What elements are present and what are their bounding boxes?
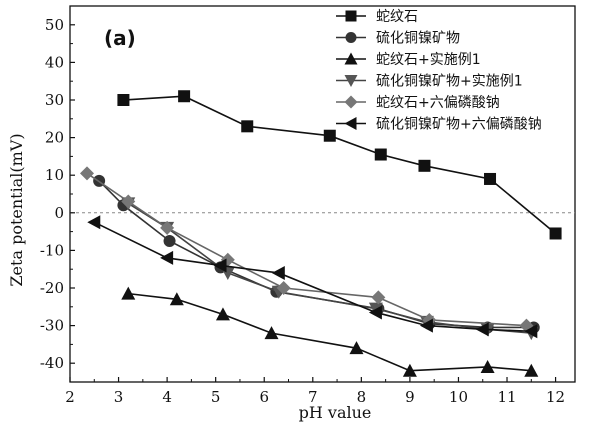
data-point-square-marker (241, 120, 254, 133)
y-tick-label: -20 (40, 279, 64, 297)
data-point-square-marker (484, 172, 497, 185)
data-point-triangle-up-marker (344, 52, 358, 65)
x-tick-label: 4 (162, 388, 172, 406)
data-point-square-marker (178, 90, 191, 103)
x-tick-label: 10 (449, 388, 468, 406)
data-point-triangle-left-marker (160, 250, 174, 265)
y-tick-label: 0 (54, 204, 64, 222)
data-point-triangle-up-marker (402, 363, 417, 377)
panel-label: (a) (104, 26, 136, 50)
series-line (98, 180, 534, 329)
series-line (128, 292, 532, 372)
y-tick-label: 10 (45, 166, 64, 184)
data-point-triangle-down-marker (344, 75, 358, 87)
legend-label: 硫化铜镍矿物 (376, 31, 460, 47)
data-point-triangle-up-marker (215, 307, 230, 321)
data-point-square-marker (323, 129, 336, 142)
data-point-triangle-left-marker (368, 305, 382, 320)
data-point-circle-marker (345, 32, 357, 43)
data-point-triangle-up-marker (524, 363, 539, 377)
data-point-square-marker (549, 227, 562, 240)
data-point-triangle-left-marker (475, 322, 489, 337)
y-tick-label: 20 (45, 129, 64, 147)
plot-border (69, 5, 576, 383)
x-tick-label: 12 (546, 388, 565, 406)
y-axis-title: Zeta potential(mV) (7, 133, 26, 286)
data-point-triangle-left-marker (524, 324, 538, 339)
data-point-diamond-marker (160, 220, 175, 235)
legend-label: 蛇纹石 (376, 9, 418, 25)
y-tick-label: -30 (40, 317, 64, 335)
data-point-diamond-marker (371, 290, 386, 305)
data-point-triangle-up-marker (264, 326, 279, 340)
data-point-triangle-up-marker (169, 292, 184, 306)
data-point-diamond-marker (121, 194, 136, 209)
x-tick-label: 2 (65, 388, 75, 406)
y-tick-label: -40 (40, 354, 64, 372)
x-tick-label: 11 (497, 388, 516, 406)
legend-label: 蛇纹石+实施例1 (376, 52, 481, 68)
x-axis-title: pH value (299, 403, 372, 422)
x-tick-label: 6 (259, 388, 269, 406)
x-tick-label: 7 (308, 388, 318, 406)
data-point-square-marker (345, 10, 357, 22)
data-point-triangle-up-marker (349, 341, 364, 355)
series-6 (87, 215, 538, 339)
chart-series (79, 90, 562, 377)
series-line (127, 202, 532, 334)
series-line (123, 95, 557, 235)
x-tick-label: 9 (405, 388, 415, 406)
data-point-circle-marker (163, 235, 176, 247)
data-point-triangle-left-marker (419, 318, 433, 333)
series-line (86, 172, 527, 327)
data-point-square-marker (117, 94, 130, 106)
data-point-diamond-marker (276, 281, 291, 295)
data-point-triangle-up-marker (121, 286, 136, 300)
x-tick-label: 5 (211, 388, 221, 406)
series-3 (121, 286, 539, 377)
data-point-square-marker (374, 148, 387, 161)
x-tick-label: 8 (357, 388, 367, 406)
chart-frame: 2 3 4 5 6 7 8 9 10 11 12 -40 -30 -20 -10 0 10 20 30 40 50 (40, 5, 576, 406)
y-tick-label: -10 (40, 241, 64, 259)
legend-label: 蛇纹石+六偏磷酸钠 (376, 95, 500, 111)
data-point-triangle-left-marker (271, 265, 285, 280)
series-5 (79, 166, 534, 333)
series-line (93, 221, 532, 333)
data-point-diamond-marker (79, 166, 94, 181)
data-point-triangle-left-marker (213, 258, 227, 273)
data-point-triangle-up-marker (480, 359, 495, 373)
series-1 (117, 90, 562, 240)
legend-label: 硫化铜镍矿物+实施例1 (376, 74, 523, 90)
y-tick-label: 50 (45, 16, 64, 34)
y-tick-label: 30 (45, 91, 64, 109)
x-tick-label: 3 (114, 388, 124, 406)
data-point-triangle-left-marker (87, 215, 101, 230)
data-point-diamond-marker (344, 95, 358, 109)
legend-label: 硫化铜镍矿物+六偏磷酸钠 (376, 117, 542, 133)
y-tick-label: 40 (45, 53, 64, 71)
series-4 (121, 197, 539, 341)
data-point-triangle-left-marker (344, 117, 357, 130)
data-point-square-marker (418, 159, 431, 172)
